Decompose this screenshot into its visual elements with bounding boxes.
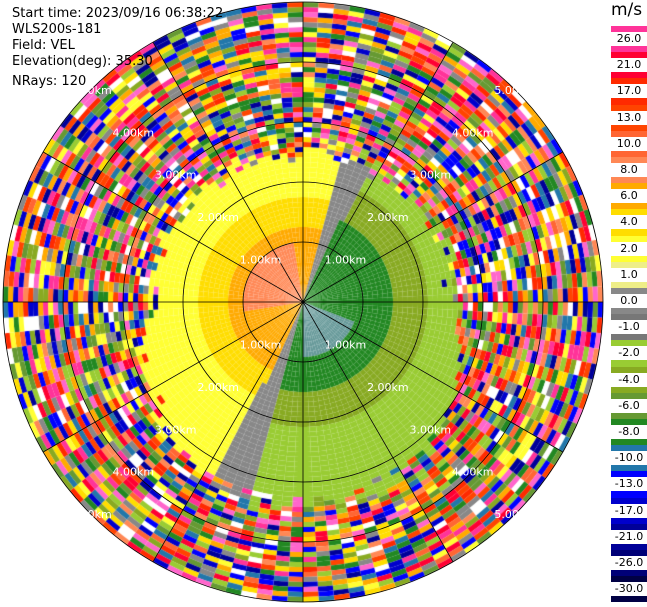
start-time: Start time: 2023/09/16 06:38:22 (12, 6, 224, 21)
colorbar-label: 1.0 (611, 267, 647, 282)
colorbar-label: -4.0 (611, 372, 647, 387)
scan-info: Start time: 2023/09/16 06:38:22 WLS200s-… (12, 6, 223, 90)
colorbar-unit: m/s (611, 0, 643, 20)
colorbar-label: 6.0 (611, 189, 647, 204)
colorbar-label: 21.0 (611, 58, 647, 73)
colorbar-label: 13.0 (611, 110, 647, 125)
colorbar-label: 4.0 (611, 215, 647, 230)
elevation: Elevation(deg): 35.30 (12, 54, 153, 69)
colorbar-label: 2.0 (611, 241, 647, 256)
colorbar-label: -1.0 (611, 320, 647, 335)
colorbar-label: -13.0 (611, 477, 647, 492)
device-name: WLS200s-181 (12, 22, 102, 37)
colorbar: m/s 26.0 21.0 17.0 13.0 10.0 8.0 6.0 4.0 2.0 1.0 0… (607, 0, 647, 607)
colorbar-label: 0.0 (611, 294, 647, 308)
ppi-velocity-plot (0, 0, 607, 607)
colorbar-label: -6.0 (611, 398, 647, 413)
colorbar-label: -10.0 (611, 451, 647, 466)
colorbar-label: -8.0 (611, 425, 647, 439)
colorbar-label: -2.0 (611, 346, 647, 361)
colorbar-label: -26.0 (611, 556, 647, 570)
field-name: Field: VEL (12, 38, 75, 53)
colorbar-label: -17.0 (611, 503, 647, 518)
colorbar-label: 26.0 (611, 32, 647, 46)
nrays: NRays: 120 (12, 74, 87, 89)
colorbar-label: -21.0 (611, 529, 647, 544)
colorbar-label: -30.0 (611, 582, 647, 597)
colorbar-label: 8.0 (611, 163, 647, 177)
colorbar-label: 10.0 (611, 136, 647, 151)
colorbar-label: 17.0 (611, 84, 647, 99)
